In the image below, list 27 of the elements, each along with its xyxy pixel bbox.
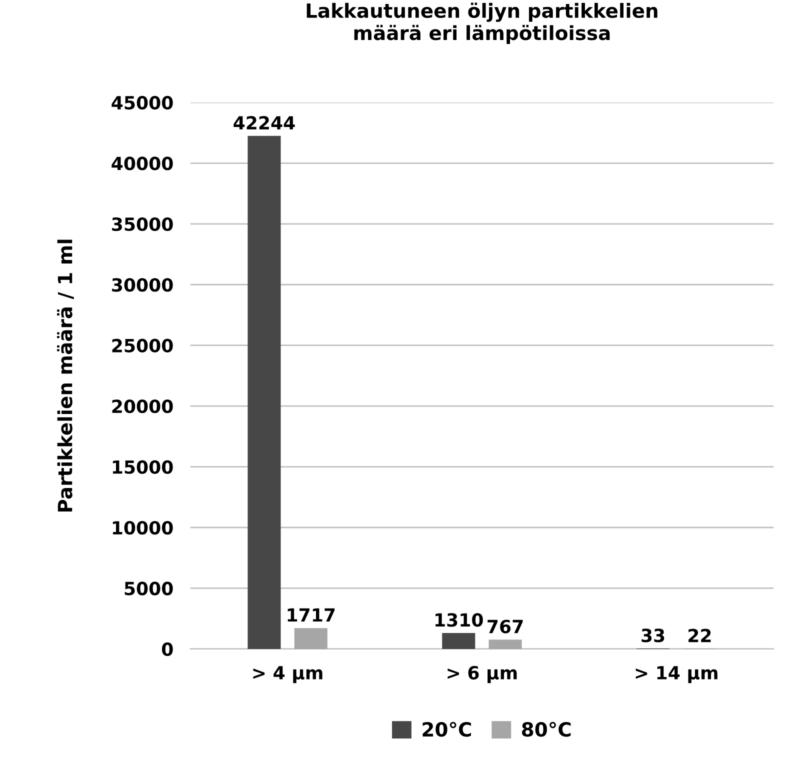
data-label: 1310 xyxy=(436,613,483,627)
bar xyxy=(442,633,476,649)
bar xyxy=(248,136,281,649)
data-label: 1717 xyxy=(288,608,335,622)
data-label: 767 xyxy=(488,620,523,634)
y-tick-label: 5000 xyxy=(124,582,173,596)
y-tick-label: 0 xyxy=(162,642,173,656)
y-tick-label: 30000 xyxy=(112,278,173,292)
data-label: 22 xyxy=(688,628,711,642)
data-label: 33 xyxy=(642,628,664,642)
x-tick-label: > 14 µm xyxy=(636,666,718,684)
y-tick-label: 10000 xyxy=(112,520,173,535)
y-tick-label: 20000 xyxy=(112,400,173,414)
bar xyxy=(294,628,328,649)
y-tick-label: 40000 xyxy=(112,156,173,170)
y-tick-label: 45000 xyxy=(112,96,173,110)
y-tick-label: 25000 xyxy=(112,338,173,352)
x-tick-label: > 6 µm xyxy=(448,666,517,684)
chart-title: Lakkautuneen öljyn partikkelien määrä eri lämpötiloissa xyxy=(306,2,658,44)
bar xyxy=(488,640,522,649)
y-axis-title: Partikkelien määrä / 1 ml xyxy=(57,240,74,512)
y-tick-label: 15000 xyxy=(112,460,173,474)
y-tick-label: 35000 xyxy=(112,217,173,232)
legend-label: 80°C xyxy=(522,722,571,737)
data-label: 42244 xyxy=(234,116,295,130)
legend-label: 20°C xyxy=(422,722,471,737)
x-tick-label: > 4 µm xyxy=(253,666,322,684)
